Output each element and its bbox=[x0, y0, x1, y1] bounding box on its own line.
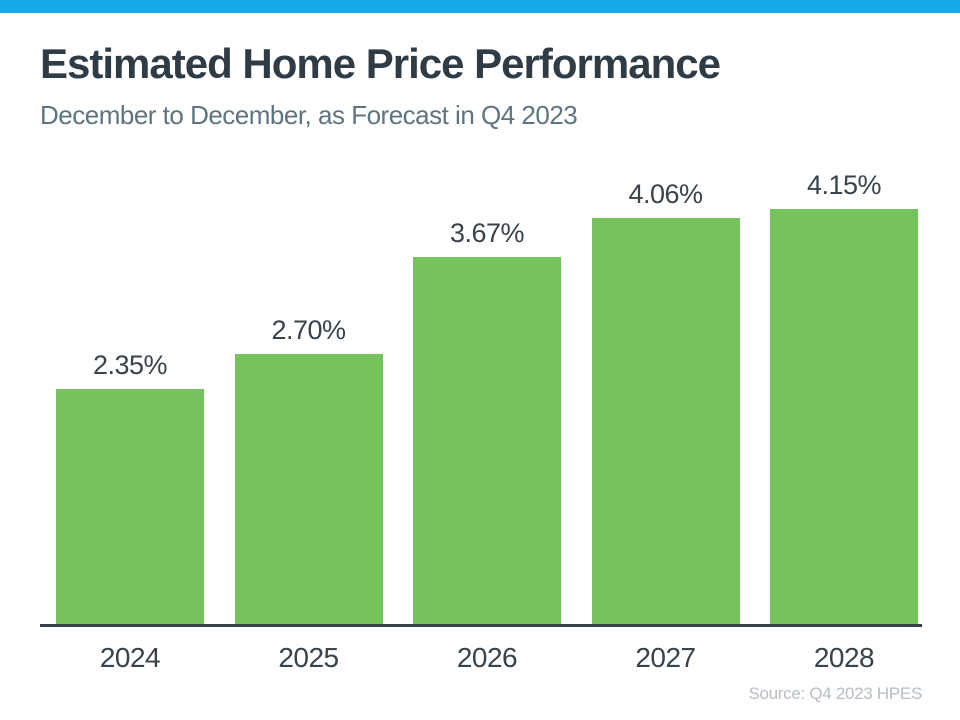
bar-value-label: 2.70% bbox=[271, 315, 346, 345]
plot-area: 2.35% 2.70% 3.67% 4.06% 4.15% bbox=[40, 164, 922, 624]
bar-chart: 2.35% 2.70% 3.67% 4.06% 4.15% 2024 2025 2026 20… bbox=[40, 164, 922, 672]
bar-value-label: 4.15% bbox=[806, 170, 882, 200]
bar-value-label: 4.06% bbox=[628, 179, 703, 209]
bar bbox=[591, 218, 740, 624]
bar bbox=[234, 354, 383, 624]
x-axis-label: 2024 bbox=[99, 642, 161, 673]
bar bbox=[413, 257, 561, 624]
x-axis-line bbox=[40, 624, 922, 627]
x-axis-label: 2027 bbox=[635, 642, 696, 673]
bar-value-label: 3.67% bbox=[449, 218, 525, 248]
x-axis-label: 2025 bbox=[278, 642, 339, 673]
page-subtitle: December to December, as Forecast in Q4 … bbox=[40, 100, 578, 130]
bar bbox=[770, 209, 918, 624]
bar-column: 2.70% bbox=[234, 315, 383, 624]
bar-column: 4.15% bbox=[770, 172, 918, 624]
bar-value-label: 2.35% bbox=[92, 350, 168, 380]
bar-column: 4.06% bbox=[591, 179, 740, 624]
top-accent-bar bbox=[0, 0, 960, 13]
x-axis-labels: 2024 2025 2026 2027 2028 bbox=[40, 644, 922, 672]
source-note: Source: Q4 2023 HPES bbox=[748, 684, 922, 703]
bar-column: 3.67% bbox=[413, 220, 561, 624]
bar-column: 2.35% bbox=[56, 352, 204, 624]
bar bbox=[56, 389, 204, 624]
x-axis-label: 2028 bbox=[813, 642, 875, 673]
page-title: Estimated Home Price Performance bbox=[40, 40, 721, 87]
x-axis-label: 2026 bbox=[456, 642, 518, 673]
